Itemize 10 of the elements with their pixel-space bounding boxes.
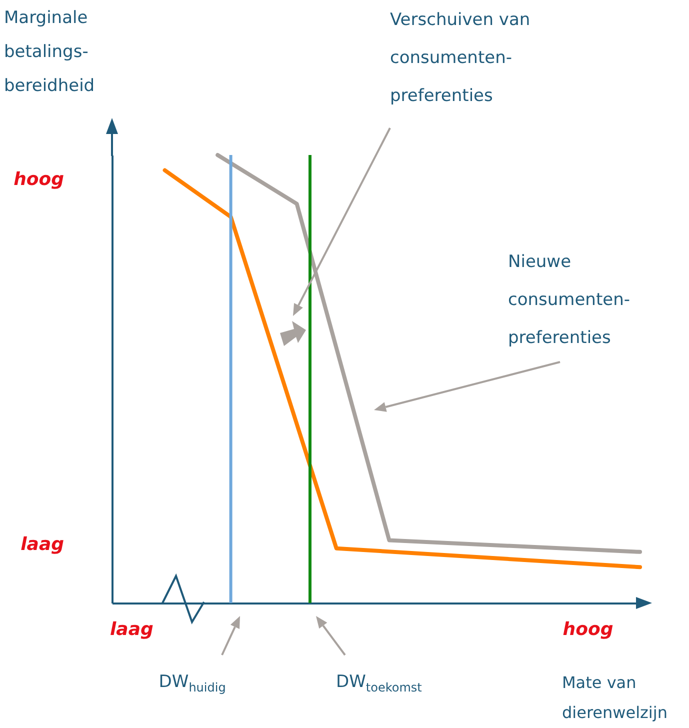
text: laag (110, 619, 154, 640)
annotation: Nieuwe consumenten-preferenties (508, 252, 630, 348)
text: Verschuiven van consumenten-preferenties (390, 10, 530, 106)
y-axis-title: Marginale betalings-bereidheid (4, 8, 95, 96)
text: DW$_{huidig}$ (158, 672, 226, 694)
text: hoog (562, 619, 614, 640)
x-axis-title: Mate van dierenwelzijn (562, 673, 668, 722)
text: laag (20, 534, 64, 555)
text: DW$_{toekomst}$ (336, 672, 422, 694)
text: hoog (14, 169, 64, 190)
